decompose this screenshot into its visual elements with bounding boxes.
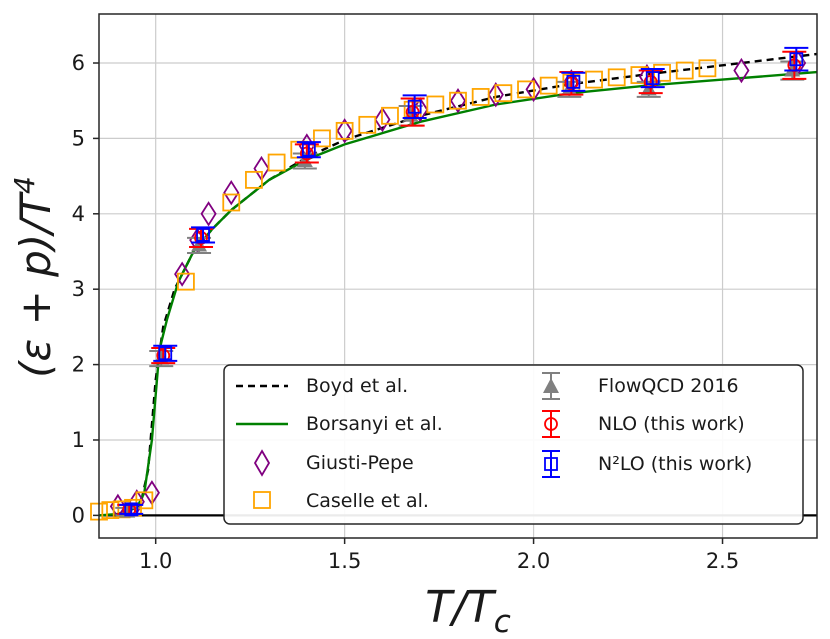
giusti-pepe-point — [223, 180, 240, 206]
legend-n2lo-label: N²LO (this work) — [598, 453, 752, 475]
n-lo-this-work-marker — [645, 71, 660, 85]
legend-borsanyi-label: Borsanyi et al. — [306, 413, 443, 435]
giusti-pepe-point — [336, 118, 353, 144]
caselle-et-al-point — [539, 76, 558, 95]
caselle-et-al-point — [245, 170, 263, 189]
legend-flowqcd-swatch — [542, 372, 560, 400]
y-tick-label: 0 — [72, 503, 85, 527]
y-tick-label: 5 — [72, 126, 85, 150]
caselle-et-al-point — [426, 95, 445, 114]
n-lo-this-work-marker — [158, 346, 173, 361]
giusti-pepe-point — [200, 201, 217, 227]
legend-caselle-label: Caselle et al. — [306, 490, 429, 512]
legend: Boyd et al. Borsanyi et al. Giusti-Pepe … — [223, 364, 804, 525]
giusti-pepe-point — [525, 76, 542, 103]
caselle-et-al-point — [675, 61, 694, 80]
caselle-et-al-point — [101, 501, 120, 520]
caselle-et-al-point — [471, 88, 490, 106]
caselle-et-al-point — [607, 68, 626, 87]
n-lo-this-work-point — [784, 46, 809, 72]
ticks: 1.0 1.5 2.0 2.5 0 1 2 3 4 5 6 — [72, 51, 740, 573]
legend-caselle-swatch — [253, 491, 271, 509]
plot-lines — [98, 52, 818, 517]
giusti-pepe-point — [374, 106, 391, 133]
legend-flowqcd-label: FlowQCD 2016 — [598, 375, 739, 397]
caselle-et-al-point — [177, 272, 195, 291]
n-lo-this-work-marker — [124, 502, 139, 517]
y-tick-label: 6 — [72, 51, 85, 75]
legend-giusti-swatch — [253, 449, 271, 477]
n-lo-this-work-point — [296, 141, 321, 159]
nlo-this-work-marker — [564, 76, 579, 91]
caselle-et-al-point — [381, 106, 399, 125]
n-lo-this-work-marker — [196, 228, 210, 242]
x-tick-label: 2.5 — [706, 549, 739, 573]
caselle-et-al-point — [135, 491, 154, 510]
nlo-this-work-marker — [299, 146, 314, 161]
n-lo-this-work-marker — [566, 74, 581, 89]
legend-box — [223, 364, 804, 525]
y-tick-label: 4 — [72, 202, 85, 226]
caselle-et-al-point — [335, 121, 354, 140]
x-tick-label: 2.0 — [517, 549, 550, 573]
x-axis-label: T/Tc — [425, 582, 511, 639]
borsanyi-et-al-line — [98, 70, 818, 517]
nlo-this-work-point — [782, 50, 807, 80]
caselle-et-al-point — [585, 70, 603, 89]
n-lo-this-work-marker — [301, 142, 316, 157]
giusti-pepe-point — [449, 88, 467, 114]
n-lo-this-work-marker — [789, 52, 804, 67]
plot-frame — [98, 13, 818, 539]
legend-n2lo-swatch — [542, 450, 560, 478]
plot-errorbars — [115, 46, 809, 518]
nlo-this-work-marker — [194, 231, 208, 245]
giusti-pepe-point — [733, 57, 750, 84]
giusti-pepe-point — [174, 261, 191, 287]
n-lo-this-work-point — [119, 502, 144, 517]
caselle-et-al-point — [313, 129, 331, 148]
n-lo-this-work-point — [561, 71, 586, 92]
x-tick-label: 1.5 — [328, 549, 361, 573]
legend-nlo-label: NLO (this work) — [598, 413, 745, 435]
y-axis-label: (ε + p)/T4 — [8, 176, 60, 378]
n-lo-this-work-point — [191, 226, 216, 244]
n-lo-this-work-point — [153, 344, 178, 362]
caselle-et-al-point — [222, 193, 241, 212]
y-tick-label: 2 — [72, 353, 85, 377]
n-lo-this-work-point — [402, 94, 427, 120]
caselle-et-al-point — [494, 84, 513, 103]
legend-giusti-label: Giusti-Pepe — [306, 452, 414, 474]
giusti-pepe-point — [487, 81, 504, 108]
caselle-et-al-point — [358, 115, 377, 134]
legend-boyd-label: Boyd et al. — [306, 375, 408, 397]
y-tick-label: 1 — [72, 428, 85, 452]
caselle-et-al-point — [267, 153, 286, 172]
n-lo-this-work-marker — [407, 99, 422, 114]
n-lo-this-work-point — [640, 68, 665, 89]
x-tick-label: 1.0 — [139, 549, 172, 573]
caselle-et-al-point — [449, 91, 467, 110]
y-tick-label: 3 — [72, 277, 85, 301]
legend-nlo-swatch — [542, 410, 560, 438]
caselle-et-al-point — [698, 59, 717, 78]
caselle-et-al-point — [517, 80, 535, 99]
